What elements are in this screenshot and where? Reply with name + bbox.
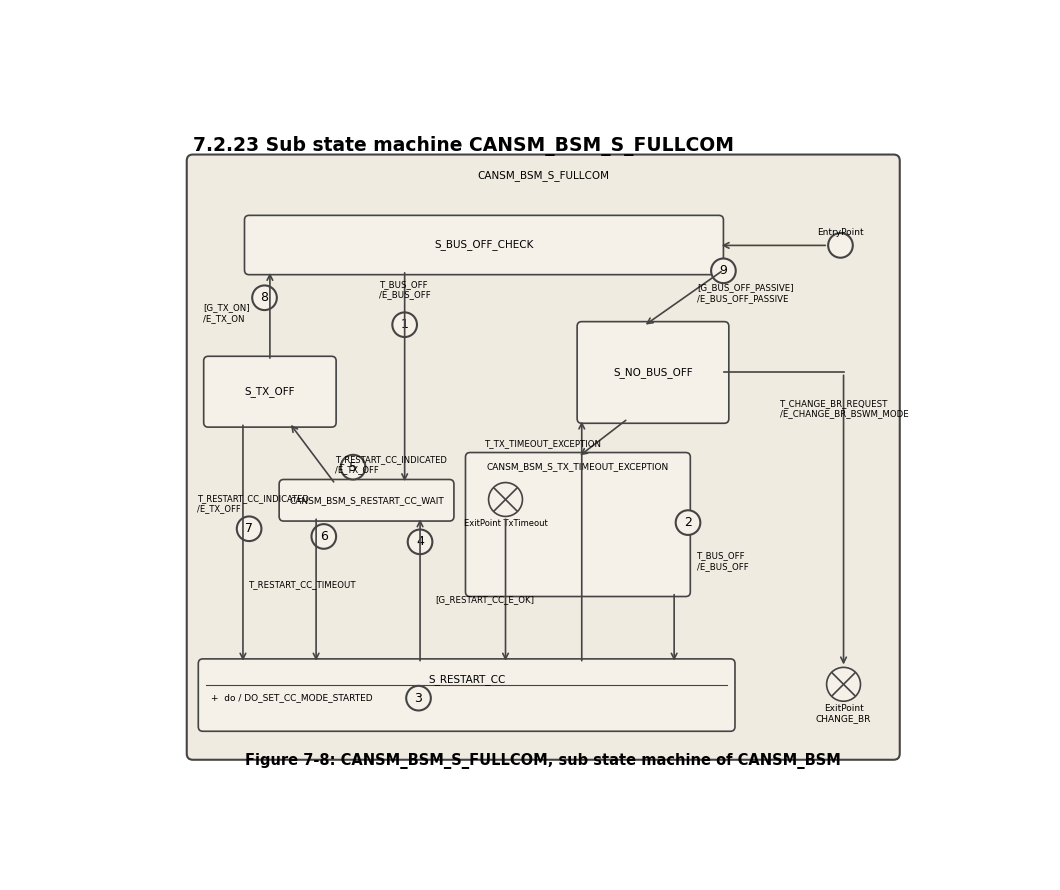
Text: 6: 6	[320, 530, 328, 543]
Text: T_RESTART_CC_INDICATED
/E_TX_OFF: T_RESTART_CC_INDICATED /E_TX_OFF	[197, 494, 308, 513]
Text: T_RESTART_CC_TIMEOUT: T_RESTART_CC_TIMEOUT	[249, 579, 357, 588]
Text: [G_RESTART_CC_E_OK]: [G_RESTART_CC_E_OK]	[436, 595, 534, 604]
FancyBboxPatch shape	[198, 659, 735, 732]
FancyBboxPatch shape	[279, 480, 454, 521]
Text: CANSM_BSM_S_FULLCOM: CANSM_BSM_S_FULLCOM	[477, 170, 610, 181]
Text: S_NO_BUS_OFF: S_NO_BUS_OFF	[613, 367, 693, 378]
Text: S_BUS_OFF_CHECK: S_BUS_OFF_CHECK	[435, 239, 533, 250]
Text: [G_TX_ON]
/E_TX_ON: [G_TX_ON] /E_TX_ON	[202, 303, 249, 323]
Circle shape	[392, 312, 417, 337]
Circle shape	[236, 516, 262, 541]
Text: S_RESTART_CC: S_RESTART_CC	[428, 675, 506, 685]
Text: 9: 9	[720, 264, 727, 278]
Circle shape	[675, 510, 701, 535]
Text: 3: 3	[414, 692, 423, 705]
Circle shape	[312, 524, 336, 549]
Circle shape	[489, 482, 523, 516]
Circle shape	[340, 455, 366, 480]
Text: T_TX_TIMEOUT_EXCEPTION: T_TX_TIMEOUT_EXCEPTION	[484, 439, 602, 448]
Text: 8: 8	[261, 291, 268, 304]
Text: 5: 5	[349, 461, 357, 473]
Text: +  do / DO_SET_CC_MODE_STARTED: + do / DO_SET_CC_MODE_STARTED	[211, 692, 372, 702]
Text: T_RESTART_CC_INDICATED
/E_TX_OFF: T_RESTART_CC_INDICATED /E_TX_OFF	[335, 455, 447, 474]
Text: 4: 4	[417, 536, 424, 548]
Text: T_BUS_OFF
/E_BUS_OFF: T_BUS_OFF /E_BUS_OFF	[378, 279, 430, 299]
Text: EntryPoint: EntryPoint	[817, 228, 864, 237]
Text: T_BUS_OFF
/E_BUS_OFF: T_BUS_OFF /E_BUS_OFF	[697, 552, 749, 570]
Text: T_CHANGE_BR_REQUEST
/E_CHANGE_BR_BSWM_MODE: T_CHANGE_BR_REQUEST /E_CHANGE_BR_BSWM_MO…	[780, 399, 909, 418]
Text: ExitPoint TxTimeout: ExitPoint TxTimeout	[463, 519, 547, 528]
Text: 7: 7	[245, 522, 253, 535]
Text: ExitPoint
CHANGE_BR: ExitPoint CHANGE_BR	[816, 704, 871, 723]
FancyBboxPatch shape	[577, 321, 729, 424]
Circle shape	[711, 258, 736, 283]
FancyBboxPatch shape	[187, 155, 900, 760]
Text: Figure 7-8: CANSM_BSM_S_FULLCOM, sub state machine of CANSM_BSM: Figure 7-8: CANSM_BSM_S_FULLCOM, sub sta…	[245, 753, 842, 769]
Text: CANSM_BSM_S_TX_TIMEOUT_EXCEPTION: CANSM_BSM_S_TX_TIMEOUT_EXCEPTION	[487, 463, 669, 472]
Circle shape	[408, 530, 432, 554]
FancyBboxPatch shape	[465, 452, 690, 596]
Circle shape	[827, 668, 861, 701]
Circle shape	[828, 233, 853, 258]
FancyBboxPatch shape	[245, 215, 723, 275]
Text: CANSM_BSM_S_RESTART_CC_WAIT: CANSM_BSM_S_RESTART_CC_WAIT	[289, 496, 444, 505]
Text: 7.2.23 Sub state machine CANSM_BSM_S_FULLCOM: 7.2.23 Sub state machine CANSM_BSM_S_FUL…	[193, 136, 734, 156]
Circle shape	[406, 686, 430, 710]
Text: [G_BUS_OFF_PASSIVE]
/E_BUS_OFF_PASSIVE: [G_BUS_OFF_PASSIVE] /E_BUS_OFF_PASSIVE	[697, 283, 794, 303]
FancyBboxPatch shape	[204, 356, 336, 427]
Text: S_TX_OFF: S_TX_OFF	[245, 386, 295, 397]
Circle shape	[252, 286, 277, 310]
Text: 2: 2	[684, 516, 692, 529]
Text: 1: 1	[401, 319, 408, 331]
